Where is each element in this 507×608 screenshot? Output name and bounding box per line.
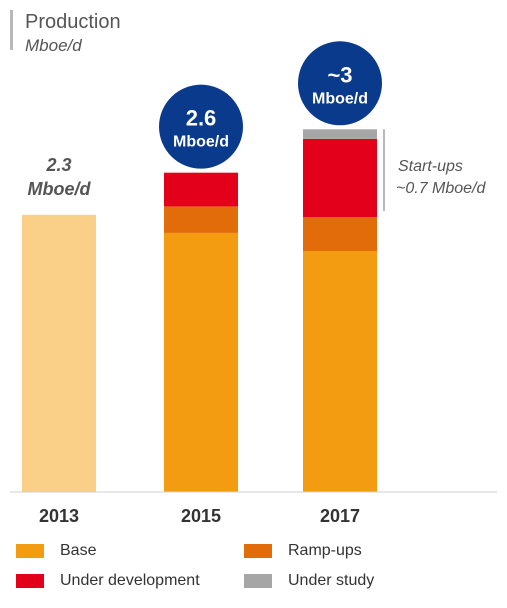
legend-swatch-ramp-ups bbox=[244, 544, 272, 558]
total-unit-2015: Mboe/d bbox=[173, 134, 229, 151]
legend: Base Ramp-ups Under development Under st… bbox=[16, 540, 496, 600]
legend-swatch-under-development bbox=[16, 574, 44, 588]
x-tick-label-2017: 2017 bbox=[320, 506, 360, 526]
legend-label-base: Base bbox=[60, 542, 97, 559]
bar-2017-under-study bbox=[303, 129, 377, 139]
bar-2015-under-development bbox=[164, 172, 238, 207]
legend-label-under-development: Under development bbox=[60, 572, 200, 589]
annotation-line2: ~0.7 Mboe/d bbox=[396, 180, 487, 197]
legend-item-under-development: Under development bbox=[16, 570, 200, 592]
x-tick-labels: 2013 2015 2017 bbox=[39, 506, 360, 526]
legend-item-under-study: Under study bbox=[244, 570, 374, 592]
production-chart: Production Mboe/d 2013 2015 2017 2.3 Mboe/d… bbox=[10, 10, 497, 526]
total-value-2013: 2.3 bbox=[45, 155, 71, 175]
legend-label-under-study: Under study bbox=[288, 572, 375, 589]
startups-annotation: Start-ups ~0.7 Mboe/d bbox=[383, 129, 487, 211]
total-labels: 2.3 Mboe/d 2.6 Mboe/d ~3 Mboe/d bbox=[28, 41, 382, 199]
bar-2015-ramp-ups bbox=[164, 206, 238, 233]
total-value-2015: 2.6 bbox=[186, 106, 217, 131]
total-value-2017: ~3 bbox=[327, 62, 352, 87]
total-badge-2015 bbox=[159, 84, 243, 169]
annotation-line1: Start-ups bbox=[398, 158, 463, 175]
total-unit-2017: Mboe/d bbox=[312, 90, 368, 107]
chart-title: Production bbox=[25, 11, 121, 33]
chart-subtitle: Mboe/d bbox=[25, 36, 82, 55]
bar-2017-ramp-ups bbox=[303, 217, 377, 251]
bar-2017-base bbox=[303, 251, 377, 492]
legend-item-ramp-ups: Ramp-ups bbox=[244, 540, 362, 562]
bar-2017-under-development bbox=[303, 138, 377, 218]
legend-item-base: Base bbox=[16, 540, 96, 562]
total-badge-2017 bbox=[298, 41, 382, 126]
legend-swatch-under-study bbox=[244, 574, 272, 588]
legend-label-ramp-ups: Ramp-ups bbox=[288, 542, 362, 559]
total-unit-2013: Mboe/d bbox=[28, 179, 92, 199]
bar-2015-base bbox=[164, 232, 238, 493]
bars-group bbox=[22, 129, 377, 493]
x-tick-label-2015: 2015 bbox=[181, 506, 221, 526]
x-tick-label-2013: 2013 bbox=[39, 506, 79, 526]
bar-2013-base bbox=[22, 214, 96, 492]
legend-swatch-base bbox=[16, 544, 44, 558]
title-accent-bar bbox=[10, 10, 13, 50]
